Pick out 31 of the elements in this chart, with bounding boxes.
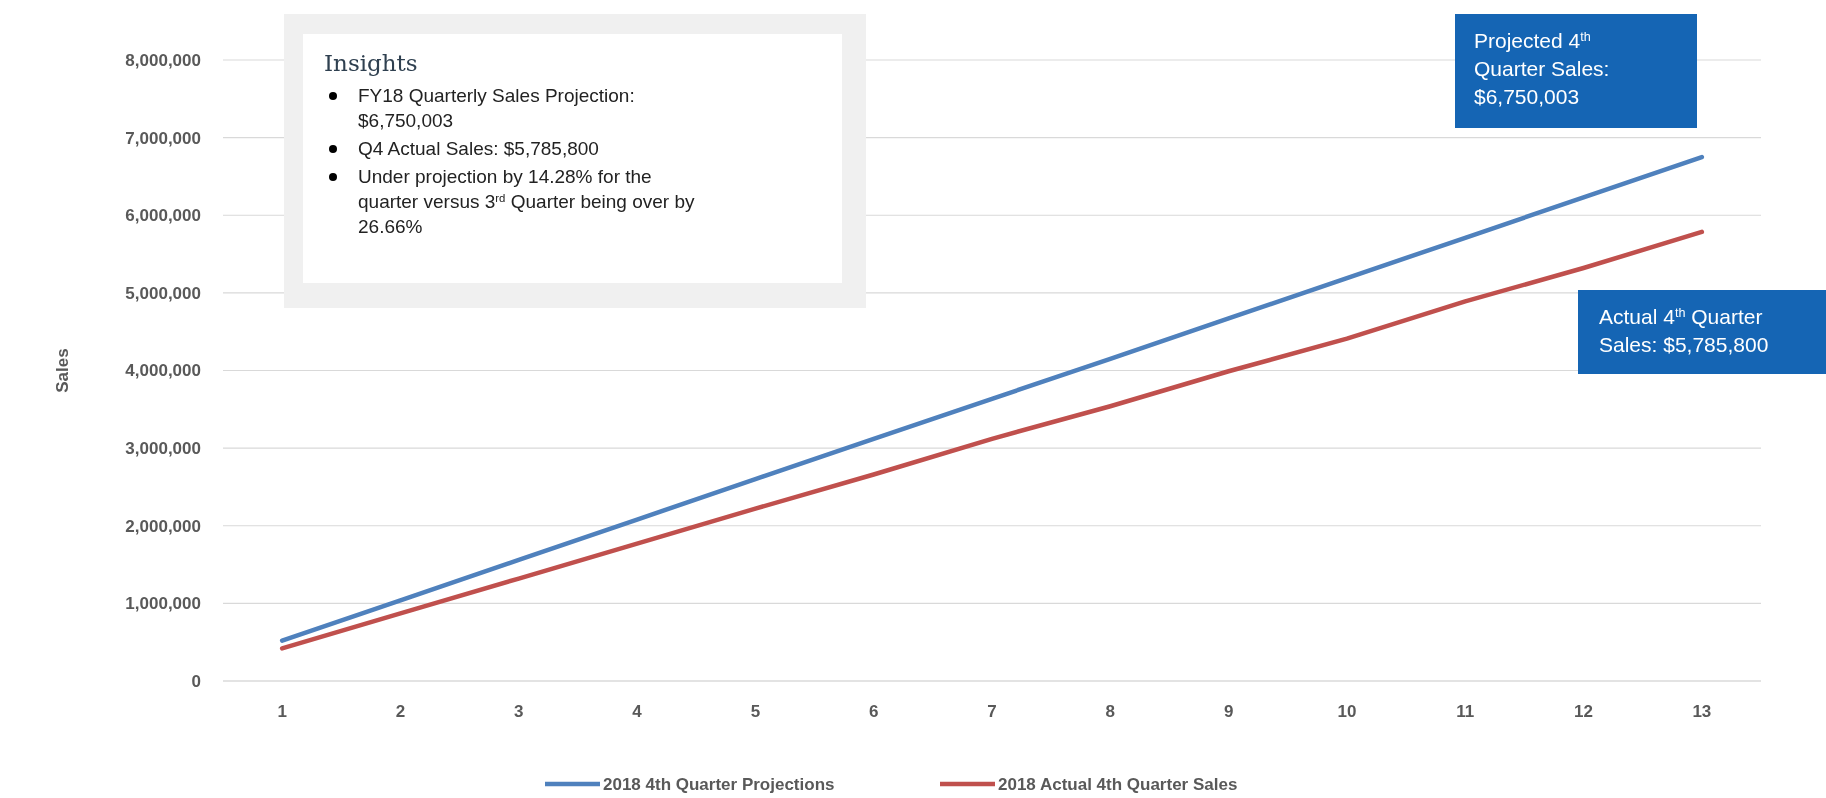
x-tick-label: 12: [1574, 702, 1593, 721]
x-tick-label: 5: [750, 702, 761, 721]
text: Actual 4$^{th}$ Quarter Sales: $5,785,800: [1599, 305, 1769, 356]
x-tick-label: 3: [514, 702, 524, 721]
y-tick-label: 2,000,000: [125, 516, 201, 536]
x-tick-label: 6: [868, 702, 879, 721]
text: Under projection by 14.28% for the quarter versus 3$^{rd}$ Quarter being over by 26.66%: [358, 166, 695, 237]
y-tick-label: 0: [191, 671, 201, 691]
y-tick-label: 1,000,000: [125, 594, 201, 614]
text: Projected 4$^{th}$ Quarter Sales: $6,750,003: [1474, 29, 1610, 108]
legend-label: 2018 4th Quarter Projections: [603, 775, 835, 794]
y-tick-label: 4,000,000: [125, 361, 201, 381]
annotation: Q4 Actual Sales: $5,785,800: [358, 138, 599, 159]
x-tick-label: 7: [987, 702, 997, 721]
x-tick-label: 11: [1456, 702, 1475, 721]
x-tick-label: 10: [1337, 702, 1357, 721]
legend-label: 2018 Actual 4th Quarter Sales: [998, 775, 1238, 794]
y-axis-title: Sales: [53, 348, 72, 393]
y-tick-label: 5,000,000: [125, 283, 201, 303]
x-tick-label: 4: [632, 702, 643, 721]
x-tick-label: 13: [1692, 702, 1712, 721]
annotation: Insights: [324, 50, 418, 76]
y-tick-label: 7,000,000: [125, 128, 201, 148]
x-tick-label: 2: [395, 702, 406, 721]
y-tick-label: 3,000,000: [125, 439, 201, 459]
y-tick-label: 8,000,000: [125, 50, 201, 70]
x-tick-label: 9: [1223, 702, 1234, 721]
y-tick-label: 6,000,000: [125, 206, 201, 226]
x-tick-label: 8: [1105, 702, 1116, 721]
text: FY18 Quarterly Sales Projection: $6,750,003: [358, 85, 635, 131]
x-tick-label: 1: [277, 702, 287, 721]
